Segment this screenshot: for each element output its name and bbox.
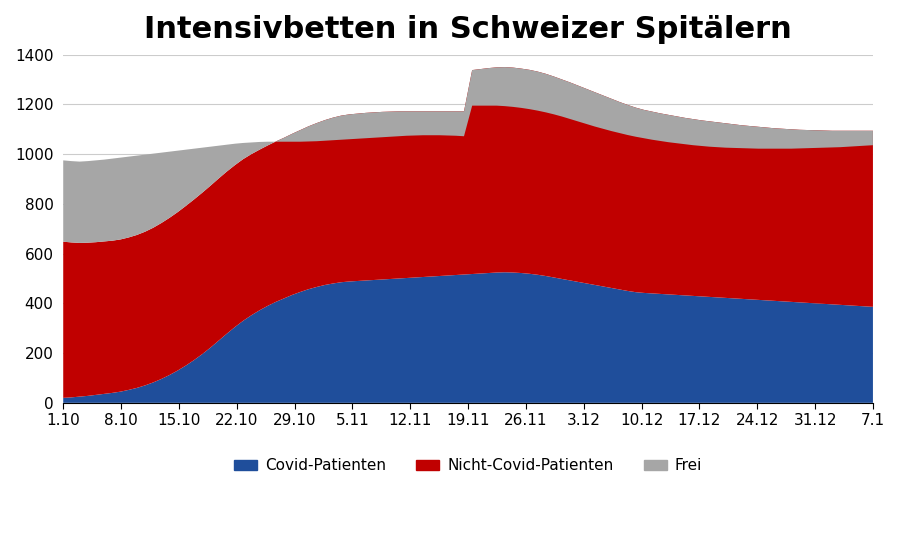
Title: Intensivbetten in Schweizer Spitälern: Intensivbetten in Schweizer Spitälern: [144, 15, 792, 44]
Legend: Covid-Patienten, Nicht-Covid-Patienten, Frei: Covid-Patienten, Nicht-Covid-Patienten, …: [229, 452, 708, 480]
